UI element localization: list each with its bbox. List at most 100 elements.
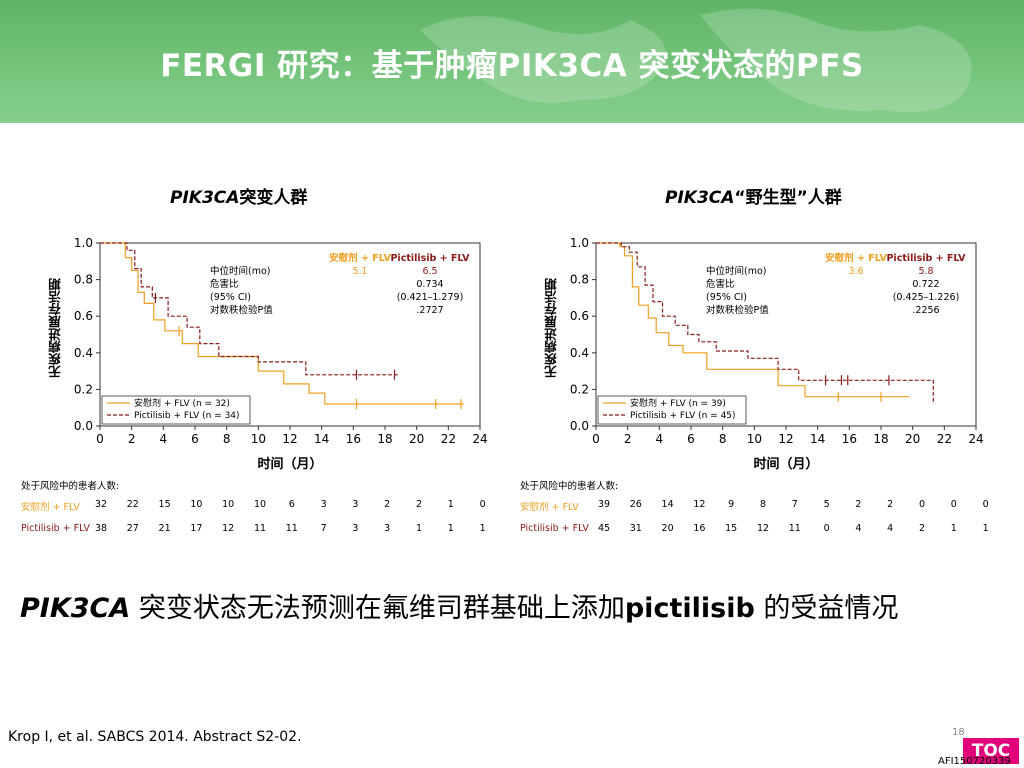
stats-row-label: 危害比 bbox=[210, 278, 239, 290]
risk-cell: 6 bbox=[288, 499, 295, 510]
series-line-pictilisib bbox=[100, 242, 398, 376]
risk-cell: 15 bbox=[725, 523, 738, 534]
stats-value-pictilisib: 0.734 bbox=[416, 279, 443, 290]
risk-cell: 7 bbox=[791, 499, 798, 510]
y-tick-label: 0.6 bbox=[570, 309, 589, 323]
x-tick-label: 0 bbox=[592, 432, 600, 446]
x-tick-label: 18 bbox=[377, 432, 392, 446]
risk-cell: 0 bbox=[918, 499, 926, 510]
risk-table-title: 处于风险中的患者人数: bbox=[520, 481, 619, 492]
panel-title-gene: PIK3CA bbox=[170, 188, 240, 208]
x-tick-label: 0 bbox=[96, 432, 104, 446]
x-tick-label: 20 bbox=[409, 432, 424, 446]
stats-value-pictilisib: (0.425–1.226) bbox=[893, 292, 960, 303]
x-tick-label: 16 bbox=[346, 432, 361, 446]
x-tick-label: 12 bbox=[778, 432, 793, 446]
risk-cell: 0 bbox=[950, 499, 957, 510]
world-map-decoration bbox=[420, 8, 972, 113]
stats-row-label: 中位时间(mo) bbox=[706, 265, 766, 277]
legend-label: Pictilisib + FLV (n = 34) bbox=[134, 411, 240, 421]
x-tick-label: 24 bbox=[968, 432, 983, 446]
stats-row-label: 对数秩检验P值 bbox=[210, 304, 273, 316]
x-tick-label: 6 bbox=[687, 432, 695, 446]
stats-header-pictilisib: Pictilisib + FLV bbox=[886, 253, 966, 264]
x-tick-label: 14 bbox=[810, 432, 825, 446]
x-tick-label: 8 bbox=[223, 432, 231, 446]
risk-cell: 20 bbox=[661, 523, 674, 534]
x-tick-label: 10 bbox=[251, 432, 266, 446]
y-tick-label: 0.0 bbox=[570, 419, 589, 433]
risk-cell: 11 bbox=[253, 523, 267, 534]
risk-cell: 2 bbox=[918, 523, 926, 534]
risk-cell: 10 bbox=[253, 499, 267, 510]
x-tick-label: 10 bbox=[747, 432, 762, 446]
risk-cell: 1 bbox=[447, 499, 454, 510]
risk-cell: 11 bbox=[285, 523, 298, 534]
x-tick-label: 2 bbox=[128, 432, 136, 446]
x-tick-label: 20 bbox=[905, 432, 920, 446]
risk-cell: 3 bbox=[384, 523, 391, 534]
x-tick-label: 24 bbox=[472, 432, 487, 446]
stats-row-label: (95% CI) bbox=[210, 292, 251, 303]
risk-cell: 0 bbox=[982, 499, 989, 510]
risk-cell: 12 bbox=[756, 523, 770, 534]
risk-cell: 31 bbox=[629, 523, 642, 534]
x-tick-label: 22 bbox=[937, 432, 952, 446]
stats-value-pictilisib: 5.8 bbox=[918, 266, 933, 277]
risk-cell: 10 bbox=[222, 499, 235, 510]
x-tick-label: 4 bbox=[160, 432, 168, 446]
series-line-pictilisib bbox=[596, 242, 934, 404]
x-tick-label: 4 bbox=[656, 432, 664, 446]
risk-row-label: 安慰剂 + FLV bbox=[520, 502, 579, 513]
stats-value-pictilisib: .2256 bbox=[912, 305, 939, 316]
risk-cell: 15 bbox=[158, 499, 171, 510]
stats-row-label: 中位时间(mo) bbox=[210, 265, 270, 277]
x-tick-label: 16 bbox=[842, 432, 857, 446]
risk-cell: 1 bbox=[982, 523, 989, 534]
risk-cell: 17 bbox=[190, 523, 203, 534]
header-banner: FERGI 研究：基于肿瘤PIK3CA 突变状态的PFS bbox=[0, 0, 1024, 123]
y-tick-label: 0.4 bbox=[570, 346, 589, 360]
stats-value-pictilisib: 0.722 bbox=[912, 279, 939, 290]
risk-cell: 2 bbox=[415, 499, 423, 510]
toc-button[interactable]: TOC bbox=[963, 738, 1019, 764]
risk-cell: 2 bbox=[855, 499, 862, 510]
risk-row-label: 安慰剂 + FLV bbox=[21, 502, 80, 513]
panel-title-wildtype: PIK3CA“野生型”人群 bbox=[665, 183, 842, 208]
x-axis-label: 时间（月） bbox=[753, 456, 818, 472]
risk-cell: 32 bbox=[94, 499, 108, 510]
x-tick-label: 12 bbox=[282, 432, 297, 446]
y-tick-label: 0.0 bbox=[74, 419, 93, 433]
x-tick-label: 2 bbox=[624, 432, 632, 446]
conclusion-text: PIK3CA 突变状态无法预测在氟维司群基础上添加pictilisib 的受益情… bbox=[20, 590, 1000, 628]
stats-row-label: 对数秩检验P值 bbox=[706, 304, 769, 316]
km-chart-mutant: 0.00.20.40.60.81.00 2 4 6 8 10 12 14 16 18 20 22 24时… bbox=[74, 236, 488, 472]
risk-cell: 10 bbox=[190, 499, 203, 510]
stats-value-placebo: 3.6 bbox=[848, 266, 863, 277]
risk-cell: 1 bbox=[950, 523, 957, 534]
risk-cell: 2 bbox=[887, 499, 894, 510]
risk-row-label: Pictilisib + FLV bbox=[21, 523, 90, 534]
panel-title-mutant: PIK3CA突变人群 bbox=[170, 183, 307, 208]
conclusion-middle: 突变状态无法预测在氟维司群基础上添加 bbox=[130, 593, 625, 624]
risk-cell: 2 bbox=[384, 499, 391, 510]
risk-cell: 12 bbox=[693, 499, 706, 510]
risk-cell: 45 bbox=[597, 523, 611, 534]
risk-cell: 1 bbox=[479, 523, 486, 534]
legend-label: Pictilisib + FLV (n = 45) bbox=[630, 411, 736, 421]
x-tick-label: 18 bbox=[873, 432, 888, 446]
y-tick-label: 0.8 bbox=[570, 273, 589, 287]
risk-cell: 8 bbox=[759, 499, 767, 510]
page-number: 18 bbox=[952, 727, 965, 738]
legend-box bbox=[101, 395, 251, 425]
stats-row-label: (95% CI) bbox=[706, 292, 747, 303]
risk-cell: 4 bbox=[855, 523, 862, 534]
y-tick-label: 1.0 bbox=[74, 236, 93, 250]
panel-title-group: “野生型”人群 bbox=[734, 188, 842, 208]
risk-cell: 14 bbox=[661, 499, 674, 510]
page-title: FERGI 研究：基于肿瘤PIK3CA 突变状态的PFS bbox=[160, 48, 864, 84]
risk-cell: 1 bbox=[447, 523, 454, 534]
risk-row-label: Pictilisib + FLV bbox=[520, 523, 589, 534]
risk-cell: 3 bbox=[352, 499, 359, 510]
y-tick-label: 0.2 bbox=[74, 382, 93, 396]
